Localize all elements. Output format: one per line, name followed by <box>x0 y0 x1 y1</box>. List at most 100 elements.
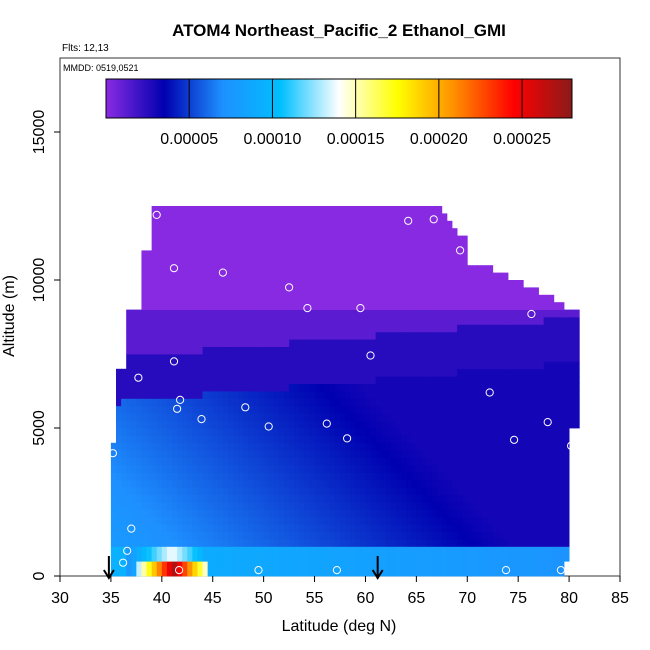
colorbar-ticks: 0.00005 0.00010 0.00015 0.00020 0.00025 <box>160 79 551 148</box>
heatmap-cell <box>345 354 351 362</box>
heatmap-cell <box>334 561 341 569</box>
heatmap-cell <box>334 524 341 532</box>
heatmap-cell <box>375 494 382 503</box>
heatmap-cell <box>329 450 336 458</box>
heatmap-cell <box>497 516 504 525</box>
heatmap-cell <box>365 553 371 562</box>
heatmap-cell <box>385 457 392 466</box>
heatmap-cell <box>294 317 300 325</box>
heatmap-cell <box>197 294 203 303</box>
heatmap-cell <box>146 435 153 444</box>
heatmap-cell <box>304 272 310 281</box>
heatmap-cell <box>258 361 265 370</box>
heatmap-cell <box>416 324 422 333</box>
heatmap-cell <box>192 479 198 488</box>
heatmap-cell <box>564 457 570 466</box>
heatmap-cell <box>477 346 483 355</box>
heatmap-cell <box>513 524 519 532</box>
heatmap-cell <box>309 383 315 392</box>
heatmap-cell <box>187 502 193 510</box>
flight-arrows <box>103 556 384 580</box>
heatmap-cell <box>217 391 224 399</box>
heatmap-cell <box>365 442 371 451</box>
heatmap-cell <box>436 465 443 473</box>
heatmap-cell <box>131 361 137 370</box>
heatmap-cell <box>248 435 254 444</box>
heatmap-cell <box>166 206 173 214</box>
heatmap-cell <box>151 509 158 518</box>
heatmap-cell <box>131 465 137 473</box>
heatmap-cell <box>380 516 387 525</box>
heatmap-cell <box>416 531 422 540</box>
heatmap-cell <box>431 516 438 525</box>
heatmap-cell <box>528 413 534 421</box>
heatmap-cell <box>436 509 443 518</box>
heatmap-cell <box>472 516 478 525</box>
plot-area: MMDD: 0519,0521 <box>59 57 621 580</box>
heatmap-cell <box>233 531 239 540</box>
heatmap-cell <box>268 524 275 532</box>
heatmap-cell <box>436 494 443 503</box>
heatmap-cell <box>523 361 529 370</box>
heatmap-cell <box>502 553 509 562</box>
heatmap-cell <box>110 561 117 569</box>
heatmap-cell <box>228 376 234 384</box>
heatmap-cell <box>192 516 198 525</box>
heatmap-cell <box>161 420 168 429</box>
heatmap-cell <box>558 479 565 488</box>
heatmap-cell <box>278 509 285 518</box>
heatmap-cell <box>299 405 305 414</box>
heatmap-cell <box>202 435 209 444</box>
heatmap-cell <box>278 302 285 310</box>
heatmap-cell <box>441 213 448 222</box>
heatmap-cell <box>324 561 331 569</box>
heatmap-cell <box>548 391 555 399</box>
heatmap-cell <box>472 391 478 399</box>
observation-marker <box>108 449 118 458</box>
heatmap-cell <box>222 405 229 414</box>
heatmap-cell <box>192 509 198 518</box>
heatmap-cell <box>146 302 153 310</box>
heatmap-cell <box>197 494 203 503</box>
heatmap-cell <box>314 546 321 555</box>
heatmap-cell <box>329 206 336 214</box>
heatmap-cell <box>426 235 433 244</box>
heatmap-cell <box>268 457 275 466</box>
heatmap-cell <box>355 442 361 451</box>
heatmap-cell <box>564 479 570 488</box>
heatmap-cell <box>355 257 361 266</box>
heatmap-cell <box>253 420 259 429</box>
heatmap-cell <box>355 561 361 569</box>
heatmap-cell <box>278 457 285 466</box>
heatmap-cell <box>452 487 458 495</box>
heatmap-cell <box>502 561 509 569</box>
heatmap-cell <box>502 331 509 340</box>
heatmap-cell <box>233 376 239 384</box>
heatmap-cell <box>116 524 122 532</box>
heatmap-cell <box>212 450 219 458</box>
heatmap-cell <box>406 516 412 525</box>
heatmap-cell <box>406 502 412 510</box>
heatmap-cell <box>518 524 524 532</box>
heatmap-cell <box>278 294 285 303</box>
heatmap-cell <box>497 546 504 555</box>
heatmap-cell <box>131 428 137 436</box>
heatmap-cell <box>553 524 560 532</box>
heatmap-cell <box>253 553 259 562</box>
heatmap-cell <box>523 398 529 407</box>
heatmap-cell <box>513 383 519 392</box>
heatmap-cell <box>355 531 361 540</box>
heatmap-cell <box>126 472 132 481</box>
heatmap-cell <box>182 428 188 436</box>
heatmap-cell <box>222 287 229 296</box>
heatmap-cell <box>187 450 193 458</box>
heatmap-cell <box>431 398 438 407</box>
heatmap-cell <box>518 442 524 451</box>
heatmap-cell <box>131 324 137 333</box>
heatmap-cell <box>370 516 377 525</box>
heatmap-cell <box>380 442 387 451</box>
heatmap-cell <box>492 398 499 407</box>
heatmap-cell <box>375 516 382 525</box>
heatmap-cell <box>319 280 326 288</box>
heatmap-cell <box>121 553 127 562</box>
